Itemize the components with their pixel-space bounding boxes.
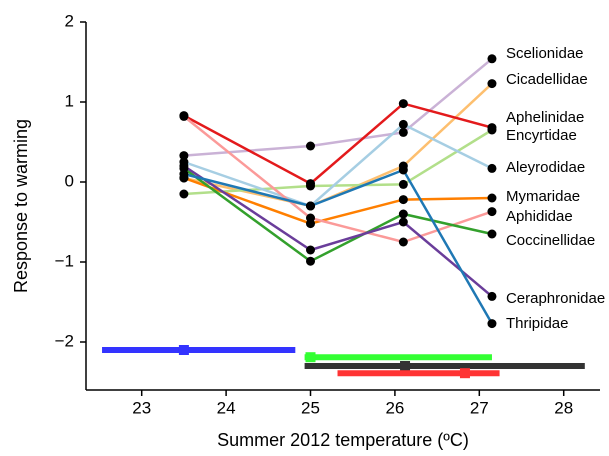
point (487, 291, 497, 301)
series-label: Encyrtidae (506, 127, 577, 144)
point (398, 119, 408, 129)
range-center (459, 368, 470, 379)
point (487, 229, 497, 239)
series-line (183, 176, 492, 225)
series-label: Ceraphronidae (506, 290, 605, 307)
point (398, 165, 408, 175)
point (179, 151, 189, 161)
point (487, 319, 497, 329)
point (398, 217, 408, 227)
series-line (183, 115, 493, 244)
y-tick-label: 0 (65, 171, 74, 190)
point (306, 256, 316, 266)
series-label: Thripidae (506, 315, 569, 332)
series-line (183, 122, 493, 208)
point (306, 181, 316, 191)
range-center (178, 345, 189, 355)
series-label: Scelionidae (506, 45, 584, 62)
y-tick-label: −2 (55, 331, 74, 350)
range-center (400, 361, 411, 371)
series-label: Aphididae (506, 208, 573, 225)
series-label: Coccinellidae (506, 232, 595, 249)
x-axis-label: Summer 2012 temperature (ºC) (217, 430, 469, 450)
x-tick-label: 25 (301, 398, 320, 417)
range-center (305, 352, 316, 363)
point (306, 213, 316, 223)
y-tick-label: 1 (65, 91, 74, 110)
point (487, 54, 497, 64)
y-tick-label: −1 (55, 251, 74, 270)
point (487, 79, 497, 89)
point (179, 169, 189, 179)
series-label: Aphelinidae (506, 109, 584, 126)
point (487, 163, 497, 173)
point (398, 209, 408, 219)
point (179, 189, 189, 199)
y-tick-label: 2 (65, 11, 74, 30)
series-line (183, 102, 493, 186)
point (398, 99, 408, 109)
point (487, 207, 497, 217)
y-axis-label: Response to warming (11, 119, 31, 293)
point (398, 237, 408, 247)
point (306, 245, 316, 255)
x-tick-label: 24 (217, 398, 236, 417)
series-line (183, 168, 494, 325)
point (398, 127, 408, 137)
point (179, 111, 189, 121)
x-tick-label: 28 (554, 398, 573, 417)
series-label: Aleyrodidae (506, 159, 585, 176)
point (398, 195, 408, 205)
point (306, 141, 316, 151)
series-label: Mymaridae (506, 188, 580, 205)
point (487, 193, 497, 203)
x-tick-label: 27 (470, 398, 489, 417)
point (487, 125, 497, 135)
point (398, 179, 408, 189)
x-tick-label: 23 (132, 398, 151, 417)
series-line (183, 167, 493, 263)
x-tick-label: 26 (385, 398, 404, 417)
point (179, 161, 189, 171)
series-label: Cicadellidae (506, 71, 588, 88)
series-line (183, 164, 493, 298)
point (306, 201, 316, 211)
